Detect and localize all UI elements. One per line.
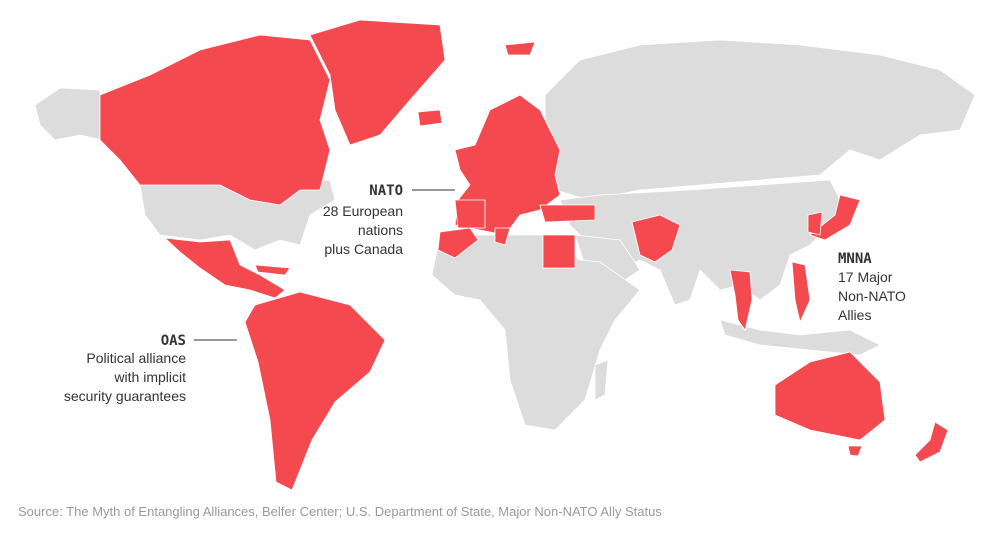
annotation-line: plus Canada <box>324 241 403 257</box>
annotations: NATO 28 European nations plus Canada MNN… <box>64 183 906 404</box>
annotation-line: nations <box>358 222 403 238</box>
annotation-line: 17 Major <box>838 269 893 285</box>
annotation-line: Allies <box>838 307 871 323</box>
annotation-line: Non-NATO <box>838 288 906 304</box>
annotation-line: security guarantees <box>64 388 186 404</box>
allied-countries <box>99 19 949 491</box>
source: Source: The Myth of Entangling Alliances… <box>18 504 662 519</box>
annotation-title: NATO <box>369 183 403 199</box>
annotation-line: Political alliance <box>86 350 186 366</box>
annotation-title: MNNA <box>838 251 872 267</box>
annotation-title: OAS <box>161 333 186 349</box>
annotation-line: with implicit <box>113 369 186 385</box>
annotation-line: 28 European <box>323 203 403 219</box>
